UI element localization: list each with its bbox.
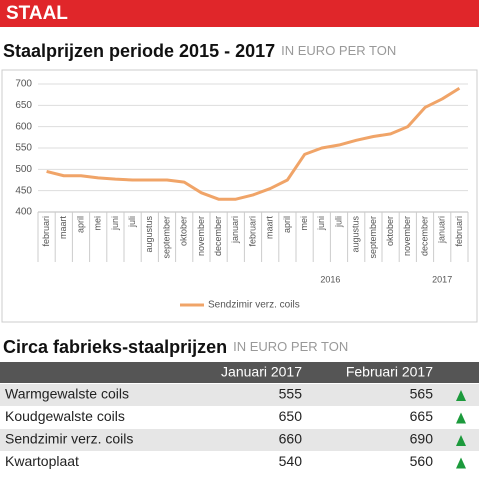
cell: 565: [410, 386, 434, 402]
y-tick-label: 650: [15, 100, 32, 111]
row-label: Warmgewalste coils: [5, 386, 129, 402]
x-tick-label: oktober: [179, 216, 189, 246]
x-tick-label: oktober: [385, 216, 395, 246]
cell: 555: [279, 386, 303, 402]
y-tick-label: 450: [15, 185, 32, 196]
y-tick-label: 500: [15, 164, 32, 175]
legend-label: Sendzimir verz. coils: [208, 300, 300, 311]
data-line: [46, 86, 461, 201]
x-tick-label: juni: [110, 216, 120, 231]
cell: 665: [410, 408, 434, 424]
chart-subtitle: IN EURO PER TON: [281, 43, 396, 58]
y-tick-label: 550: [15, 143, 32, 154]
x-tick-label: maart: [265, 216, 275, 240]
x-tick-label: juni: [316, 216, 326, 231]
row-label: Sendzimir verz. coils: [5, 431, 133, 447]
year-label: 2017: [432, 274, 452, 284]
column-header: Februari 2017: [346, 364, 433, 380]
row-bg: [0, 384, 479, 406]
table-header-bg: [0, 362, 479, 383]
x-tick-label: april: [75, 216, 85, 233]
up-arrow: [456, 457, 466, 469]
row-label: Kwartoplaat: [5, 453, 79, 469]
y-tick-label: 700: [15, 79, 32, 90]
x-tick-label: augustus: [351, 216, 361, 253]
cell: 540: [279, 453, 303, 469]
x-tick-label: april: [282, 216, 292, 233]
up-arrow: [456, 435, 466, 446]
cell: 660: [279, 431, 303, 447]
row-label: Koudgewalste coils: [5, 408, 125, 424]
up-arrow: [456, 412, 466, 424]
table: Januari 2017 Februari 2017 Warmgewalste co…: [0, 364, 479, 469]
table-subtitle: IN EURO PER TON: [233, 339, 348, 354]
x-tick-label: januari: [437, 216, 447, 244]
x-tick-label: mei: [299, 216, 309, 231]
cell: 560: [410, 453, 434, 469]
x-tick-label: maart: [58, 216, 68, 240]
row-bg: [0, 429, 479, 451]
cell: 650: [279, 408, 303, 424]
x-tick-label: augustus: [144, 216, 154, 253]
chart-title: Staalprijzen periode 2015 - 2017 IN EURO …: [3, 41, 396, 61]
x-tick-label: december: [419, 216, 429, 256]
y-tick-label: 400: [15, 207, 32, 218]
x-tick-label: januari: [230, 216, 240, 244]
x-tick-label: september: [368, 216, 378, 259]
x-tick-label: mei: [93, 216, 103, 231]
x-tick-label: februari: [247, 216, 257, 247]
x-tick-label: december: [213, 216, 223, 256]
x-tick-label: juli: [333, 216, 343, 228]
x-tick-label: november: [402, 216, 412, 256]
x-tick-label: november: [196, 216, 206, 256]
chart-frame: [1, 69, 478, 323]
cell: 690: [410, 431, 434, 447]
x-tick-label: februari: [454, 216, 464, 247]
up-arrow: [456, 390, 466, 401]
header-title: STAAL: [6, 3, 68, 24]
chart-title-text: Staalprijzen periode 2015 - 2017: [3, 41, 275, 61]
y-tick-label: 600: [15, 121, 32, 132]
column-header: Januari 2017: [221, 364, 302, 380]
table-title-text: Circa fabrieks-staalprijzen: [3, 337, 227, 357]
table-title: Circa fabrieks-staalprijzen IN EURO PER T…: [3, 337, 348, 357]
x-tick-label: juli: [127, 216, 137, 228]
header-bar: [0, 0, 479, 27]
x-tick-label: februari: [41, 216, 51, 247]
year-label: 2016: [320, 274, 340, 284]
x-tick-label: september: [161, 216, 171, 259]
